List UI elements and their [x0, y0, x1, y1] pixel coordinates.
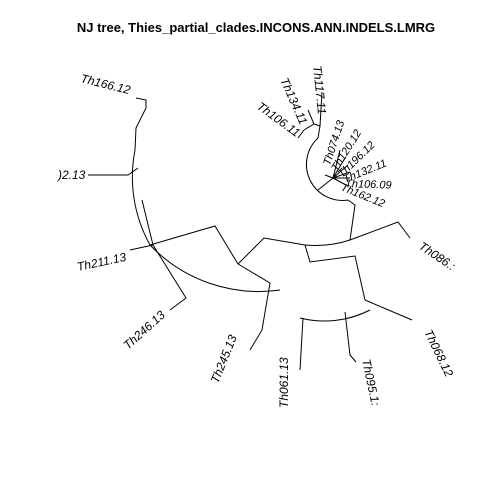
left-clade-arc	[131, 149, 151, 246]
th166-branch	[134, 97, 147, 151]
tip-label: Th211.13	[76, 250, 128, 274]
tip-label: Th068.12	[421, 327, 456, 379]
tip-label: )2.13	[56, 168, 86, 182]
tip-label: Th166.12	[79, 71, 132, 97]
tip-label: Th245.13	[208, 333, 240, 386]
th211-branch	[129, 199, 154, 251]
tip-label: Th061.13	[277, 357, 291, 408]
upper-stem	[347, 199, 356, 241]
th095-branch	[344, 311, 357, 363]
th086-branch	[349, 221, 411, 241]
tip-label: Th117.11	[310, 65, 329, 115]
right-stem	[237, 237, 306, 265]
right-arc	[304, 239, 351, 246]
left-clade-stem	[149, 225, 239, 265]
tip-label: Th246.13	[121, 308, 168, 353]
th246-branch	[152, 244, 187, 311]
th106a-branch	[297, 129, 305, 139]
tip-label: Th106.09	[345, 178, 392, 192]
lower-arc	[299, 309, 371, 322]
lower-stem	[304, 244, 366, 301]
th117-branch	[319, 91, 323, 127]
th245-branch	[237, 263, 271, 351]
cluster-hub	[324, 149, 351, 186]
th061-branch	[299, 317, 304, 371]
tip-label: Th095.1:	[359, 358, 383, 407]
cluster-hub-link	[317, 177, 334, 191]
plot-title: NJ tree, Thies_partial_clades.INCONS.ANN…	[76, 20, 436, 35]
tip-label: Th086.:	[416, 239, 458, 273]
upper-arc	[305, 137, 349, 201]
th002-branch	[88, 167, 139, 176]
th134-branch	[307, 109, 315, 125]
root-arc	[149, 244, 281, 293]
th068-branch	[364, 299, 413, 321]
top-stem	[303, 123, 321, 139]
